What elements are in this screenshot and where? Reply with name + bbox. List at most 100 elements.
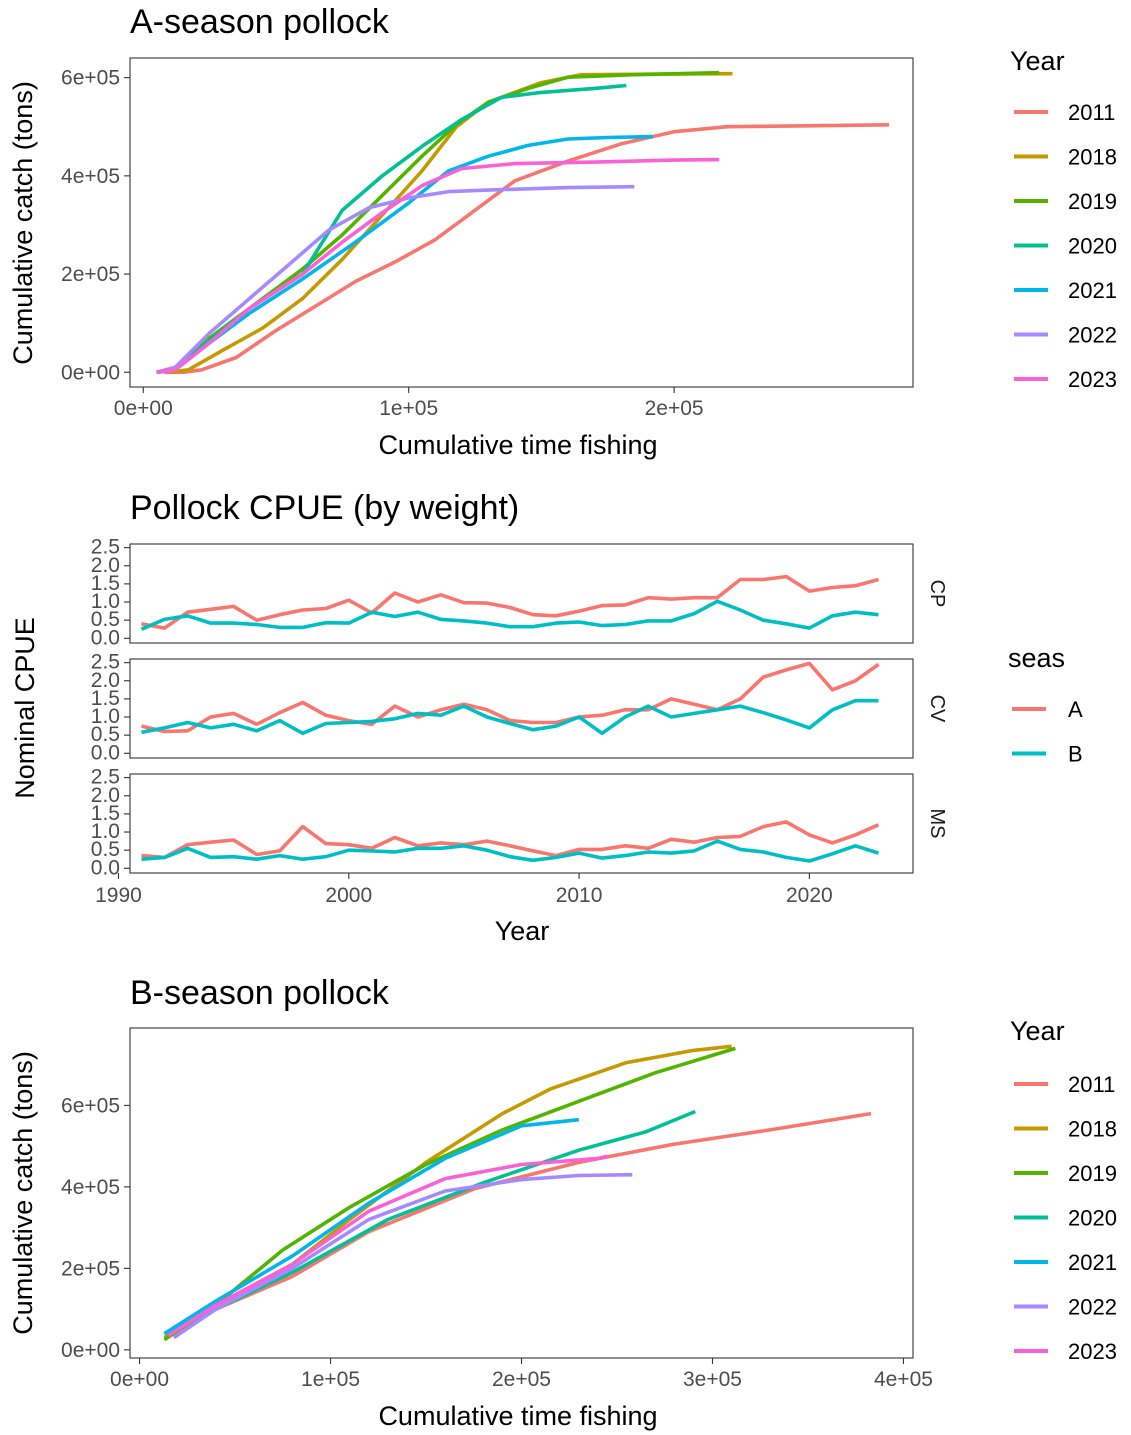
legend-label-2021: 2021 — [1068, 1250, 1117, 1275]
series-line-2021 — [163, 1117, 579, 1336]
y-tick-label: 4e+05 — [61, 165, 120, 188]
panel-b-legend-title: Year — [1010, 1016, 1065, 1046]
y-tick-label: 0.5 — [91, 608, 120, 631]
y-tick-label: 2.0 — [91, 784, 120, 807]
y-tick-label: 2.5 — [91, 536, 120, 559]
panel-a-y-ticks: 0e+00 2e+05 4e+05 6e+05 — [61, 67, 130, 384]
panel-b-title: B-season pollock — [130, 974, 390, 1012]
legend-label-2020: 2020 — [1068, 234, 1117, 259]
y-tick-label: 0.0 — [91, 741, 120, 764]
legend-label-B: B — [1068, 742, 1083, 767]
panel-b-y-axis-title: Cumulative catch (tons) — [8, 1051, 38, 1335]
facet-strip-label: CV — [926, 695, 948, 723]
x-tick-label: 2000 — [325, 884, 372, 907]
facet-strip-label: MS — [926, 809, 948, 839]
x-tick-label: 4e+05 — [874, 1368, 933, 1391]
y-tick-label: 1.0 — [91, 705, 120, 728]
facet-border — [129, 658, 914, 759]
legend-label-2019: 2019 — [1068, 1161, 1117, 1186]
series-line-2018 — [163, 1044, 732, 1340]
panel-b-legend: 2011 2018 2019 2020 2021 2022 2023 — [1014, 1072, 1117, 1364]
panel-a-season: A-season pollock 0e+00 1e+05 2e+05 0e+00 2e… — [8, 3, 1117, 460]
y-tick-label: 0.5 — [91, 838, 120, 861]
legend-label-2011: 2011 — [1068, 100, 1115, 125]
facet-strip-label: CP — [926, 580, 948, 608]
panel-a-legend-title: Year — [1010, 46, 1065, 76]
panel-a-legend: 2011 2018 2019 2020 2021 2022 2023 — [1014, 100, 1117, 392]
panel-a-title: A-season pollock — [130, 3, 390, 41]
panel-cpue-title: Pollock CPUE (by weight) — [130, 489, 519, 527]
legend-label-2021: 2021 — [1068, 278, 1117, 303]
x-tick-label: 2010 — [556, 884, 603, 907]
x-tick-label: 1e+05 — [301, 1368, 360, 1391]
legend-label-2023: 2023 — [1068, 367, 1117, 392]
x-tick-label: 2e+05 — [492, 1368, 551, 1391]
panel-cpue-x-axis-title: Year — [495, 916, 550, 946]
y-tick-label: 2.5 — [91, 766, 120, 789]
x-tick-label: 1e+05 — [379, 397, 438, 420]
panel-b-y-ticks: 0e+00 2e+05 4e+05 6e+05 — [61, 1094, 130, 1362]
series-line-2020 — [156, 83, 627, 375]
series-line-2011 — [164, 123, 890, 375]
y-tick-label: 1.5 — [91, 572, 120, 595]
legend-label-2011: 2011 — [1068, 1072, 1115, 1097]
y-tick-label: 6e+05 — [61, 67, 120, 90]
legend-label-2018: 2018 — [1068, 1117, 1117, 1142]
panel-a-plot-border — [129, 57, 914, 388]
series-line-2022 — [156, 184, 635, 375]
series-line-CP-B — [140, 599, 879, 631]
y-tick-label: 2.0 — [91, 554, 120, 577]
y-tick-label: 2.0 — [91, 669, 120, 692]
panel-b-season: B-season pollock 0e+00 1e+05 2e+05 3e+05 4e+… — [8, 974, 1117, 1431]
panel-cpue-facets: 0.00.51.01.52.02.5CP0.00.51.01.52.02.5CV… — [91, 536, 948, 880]
y-tick-label: 0e+00 — [61, 361, 120, 384]
x-tick-label: 1990 — [95, 884, 142, 907]
y-tick-label: 0.5 — [91, 723, 120, 746]
panel-a-x-axis-title: Cumulative time fishing — [378, 430, 657, 460]
panel-a-x-ticks: 0e+00 1e+05 2e+05 — [114, 387, 704, 420]
series-line-MS-A — [141, 820, 880, 860]
panel-cpue-x-ticks: 1990 2000 2010 2020 — [95, 873, 833, 907]
panel-b-plot-border — [129, 1027, 914, 1359]
x-tick-label: 2e+05 — [645, 397, 704, 420]
y-tick-label: 0e+00 — [61, 1339, 120, 1362]
series-line-CV-B — [141, 698, 879, 736]
panel-cpue-y-axis-title: Nominal CPUE — [10, 617, 40, 799]
legend-label-2022: 2022 — [1068, 1295, 1117, 1320]
panel-cpue-legend-title: seas — [1008, 643, 1065, 673]
panel-b-x-axis-title: Cumulative time fishing — [378, 1401, 657, 1431]
y-tick-label: 2e+05 — [61, 1257, 120, 1280]
facet-CV: 0.00.51.01.52.02.5 CV — [91, 651, 948, 765]
panel-a-lines — [156, 70, 890, 375]
y-tick-label: 0.0 — [91, 626, 120, 649]
x-tick-label: 0e+00 — [110, 1368, 169, 1391]
series-line-MS-B — [141, 839, 880, 863]
panel-cpue-legend: AB — [1012, 697, 1083, 767]
y-tick-label: 1.5 — [91, 687, 120, 710]
legend-label-2023: 2023 — [1068, 1339, 1117, 1364]
series-line-2023 — [167, 1154, 608, 1338]
y-tick-label: 1.5 — [91, 802, 120, 825]
y-tick-label: 1.0 — [91, 590, 120, 613]
x-tick-label: 2020 — [786, 884, 833, 907]
y-tick-label: 6e+05 — [61, 1094, 120, 1117]
y-tick-label: 0.0 — [91, 856, 120, 879]
panel-cpue: Pollock CPUE (by weight) 0.00.51.01.52.0… — [10, 489, 1083, 946]
series-line-2022 — [172, 1172, 633, 1340]
y-tick-label: 1.0 — [91, 820, 120, 843]
y-tick-label: 2e+05 — [61, 263, 120, 286]
panel-a-y-axis-title: Cumulative catch (tons) — [8, 81, 38, 365]
panel-b-x-ticks: 0e+00 1e+05 2e+05 3e+05 4e+05 — [110, 1358, 933, 1391]
facet-CP: 0.00.51.01.52.02.5 CP — [91, 536, 948, 650]
x-tick-label: 0e+00 — [114, 397, 173, 420]
y-tick-label: 4e+05 — [61, 1176, 120, 1199]
y-tick-label: 2.5 — [91, 651, 120, 674]
legend-label-2022: 2022 — [1068, 323, 1117, 348]
legend-label-A: A — [1068, 697, 1083, 722]
series-line-CP-A — [141, 574, 879, 630]
facet-MS: 0.00.51.01.52.02.5 MS — [91, 766, 948, 880]
series-line-2023 — [156, 157, 720, 375]
legend-label-2020: 2020 — [1068, 1206, 1117, 1231]
panel-b-lines — [163, 1044, 872, 1342]
